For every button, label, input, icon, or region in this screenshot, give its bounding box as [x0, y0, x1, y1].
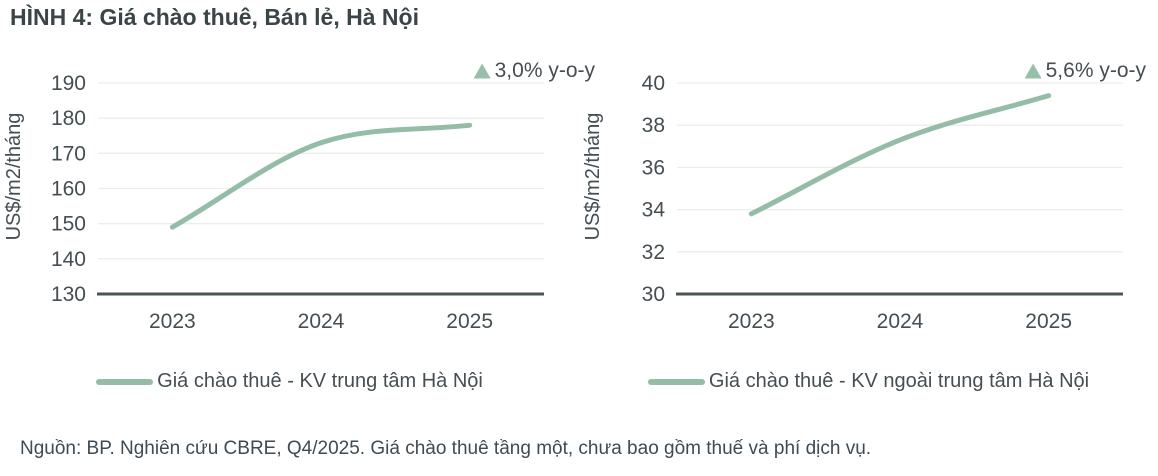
y-tick-label: 32 [642, 241, 665, 264]
legend-label: Giá chào thuê - KV trung tâm Hà Nội [157, 370, 483, 392]
legend-line-swatch [96, 378, 154, 385]
y-tick-label: 40 [642, 72, 665, 95]
legend-label: Giá chào thuê - KV ngoài trung tâm Hà Nộ… [708, 370, 1090, 392]
y-tick-label: 180 [51, 107, 86, 130]
yoy-annotation: 3,0% y-o-y [473, 59, 595, 83]
x-tick-label: 2024 [877, 310, 924, 333]
x-tick-label: 2023 [728, 310, 775, 333]
source-note: Nguồn: BP. Nghiên cứu CBRE, Q4/2025. Giá… [20, 438, 872, 459]
y-tick-label: 140 [51, 248, 86, 271]
x-tick-label: 2023 [149, 310, 196, 333]
line-chart-non-cbd: 30 32 34 36 38 40 2023 2024 2025 US$/m2/tháng [582, 72, 1123, 333]
y-tick-label: 130 [51, 283, 86, 306]
line-chart-cbd: 130 140 150 160 170 180 190 2023 2024 2025 US$/m2/… [3, 72, 544, 333]
y-tick-label: 30 [642, 283, 665, 306]
chart-cbd-hanoi: 3,0% y-o-y 130 140 150 160 170 180 190 2023 2024… [0, 50, 595, 410]
y-tick-label: 170 [51, 142, 86, 165]
y-tick-label: 38 [642, 114, 665, 137]
x-tick-label: 2024 [298, 310, 345, 333]
y-axis-title: US$/m2/tháng [582, 113, 604, 241]
trend-line [748, 93, 1052, 217]
yoy-annotation-text: 5,6% y-o-y [1045, 59, 1146, 82]
y-axis-title: US$/m2/tháng [3, 113, 25, 241]
y-tick-label: 150 [51, 213, 86, 236]
trend-line [169, 122, 473, 230]
y-tick-label: 36 [642, 156, 665, 179]
y-tick-label: 190 [51, 72, 86, 95]
figure-title: HÌNH 4: Giá chào thuê, Bán lẻ, Hà Nội [10, 4, 419, 30]
yoy-annotation: 5,6% y-o-y [1024, 59, 1146, 83]
legend: Giá chào thuê - KV ngoài trung tâm Hà Nộ… [579, 370, 1158, 393]
x-tick-label: 2025 [1025, 310, 1072, 333]
yoy-annotation-text: 3,0% y-o-y [494, 59, 595, 82]
y-tick-label: 160 [51, 178, 86, 201]
legend-line-swatch [647, 378, 705, 385]
y-tick-label: 34 [642, 199, 666, 222]
chart-non-cbd-hanoi: 5,6% y-o-y 30 32 34 36 38 40 2023 2024 2025 US$/m… [579, 50, 1158, 410]
x-tick-label: 2025 [446, 310, 493, 333]
legend: Giá chào thuê - KV trung tâm Hà Nội [0, 370, 579, 393]
